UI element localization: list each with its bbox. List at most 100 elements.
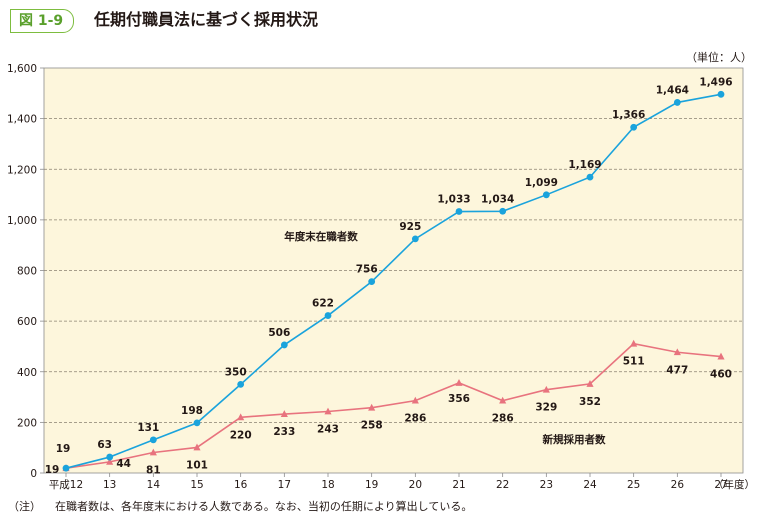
data-point <box>455 378 463 386</box>
data-label: 1,033 <box>437 194 470 206</box>
y-tick-label: 600 <box>17 316 37 328</box>
plot-area <box>43 67 744 474</box>
y-tick-label: 1,400 <box>7 114 37 126</box>
x-tick-label: 17 <box>278 479 291 491</box>
x-tick-label: 20 <box>409 479 422 491</box>
data-label: 350 <box>225 366 247 378</box>
data-label: 258 <box>361 420 383 432</box>
data-point <box>717 90 725 98</box>
data-label: 1,099 <box>525 177 558 189</box>
data-label: 477 <box>666 364 688 376</box>
series-line <box>65 342 722 469</box>
data-label: 63 <box>97 439 112 451</box>
data-label: 286 <box>492 413 514 425</box>
data-point <box>411 235 419 243</box>
y-tick-label: 1,200 <box>7 164 37 176</box>
legend-label: 年度末在職者数 <box>284 230 358 243</box>
y-tick-label: 400 <box>17 367 37 379</box>
y-tick-label: 1,000 <box>7 215 37 227</box>
y-tick-label: 200 <box>17 417 37 429</box>
y-tick-label: 800 <box>17 266 37 278</box>
data-point <box>280 341 288 349</box>
data-point <box>542 385 550 393</box>
x-axis-label: （年度） <box>713 478 755 491</box>
data-point <box>717 352 725 360</box>
data-label: 243 <box>317 423 339 435</box>
data-point <box>106 457 114 465</box>
data-point <box>368 403 376 411</box>
x-tick-label: 16 <box>234 479 248 491</box>
data-label: 756 <box>356 264 378 276</box>
data-point <box>630 339 638 347</box>
x-tick-label: 18 <box>321 479 334 491</box>
footnote: （注） 在職者数は、各年度末における人数である。なお、当初の任期により算出している… <box>8 498 472 514</box>
data-point <box>673 348 681 356</box>
x-tick-label: 22 <box>496 479 509 491</box>
data-label: 19 <box>45 464 60 476</box>
data-label: 1,366 <box>612 109 645 121</box>
figure-number-badge: 図 1-9 <box>10 9 75 33</box>
data-point <box>193 419 201 427</box>
x-tick-label: 21 <box>452 479 465 491</box>
legend-label: 新規採用者数 <box>543 433 606 446</box>
y-tick-label: 1,600 <box>7 63 37 75</box>
x-tick-label: 14 <box>147 479 161 491</box>
data-point <box>586 173 594 181</box>
data-point <box>237 381 245 388</box>
data-point <box>542 191 550 199</box>
x-tick-label: 26 <box>671 479 685 491</box>
data-point <box>324 407 332 415</box>
data-label: 460 <box>710 369 732 381</box>
data-point <box>586 380 594 387</box>
data-label: 19 <box>56 443 71 455</box>
data-label: 220 <box>230 429 252 441</box>
data-label: 101 <box>186 459 208 471</box>
data-label: 233 <box>273 426 295 438</box>
data-label: 44 <box>116 458 131 470</box>
x-tick-label: 27 <box>714 479 727 491</box>
data-point <box>411 396 419 404</box>
data-point <box>149 448 157 456</box>
data-label: 198 <box>181 405 203 417</box>
data-label: 622 <box>312 298 334 310</box>
data-point <box>324 312 332 319</box>
data-label: 81 <box>146 464 161 476</box>
data-point <box>673 99 681 106</box>
data-point <box>455 208 463 215</box>
data-point <box>149 436 157 444</box>
y-tick-label: 0 <box>30 468 37 480</box>
data-point <box>62 464 70 472</box>
data-point <box>499 396 507 404</box>
data-point <box>368 278 376 286</box>
data-label: 1,169 <box>568 159 601 171</box>
data-point <box>499 207 507 215</box>
data-label: 286 <box>404 413 426 425</box>
footnote-text: 在職者数は、各年度末における人数である。なお、当初の任期により算出している。 <box>55 500 473 513</box>
data-label: 511 <box>623 356 645 368</box>
figure-title: 任期付職員法に基づく採用状況 <box>94 10 319 29</box>
data-label: 925 <box>399 221 421 233</box>
data-label: 329 <box>535 402 557 414</box>
data-point <box>106 453 114 461</box>
data-label: 1,034 <box>481 193 514 205</box>
data-point <box>193 443 201 451</box>
data-label: 1,464 <box>656 84 689 96</box>
data-point <box>280 410 288 417</box>
unit-label: （単位：人） <box>686 51 752 64</box>
x-tick-label: 25 <box>627 479 640 491</box>
x-tick-label: 23 <box>540 479 553 491</box>
footnote-label: （注） <box>8 500 41 513</box>
x-tick-label: 19 <box>365 479 378 491</box>
x-tick-label: 15 <box>190 479 203 491</box>
data-label: 131 <box>137 422 159 434</box>
series-line <box>65 93 722 469</box>
data-point <box>630 123 638 131</box>
data-label: 1,496 <box>699 76 732 88</box>
data-label: 352 <box>579 396 601 408</box>
x-tick-label: 13 <box>103 479 116 491</box>
data-label: 506 <box>268 327 290 339</box>
x-tick-label: 24 <box>583 479 597 491</box>
x-tick-label: 平成12 <box>49 479 83 491</box>
data-label: 356 <box>448 393 470 405</box>
